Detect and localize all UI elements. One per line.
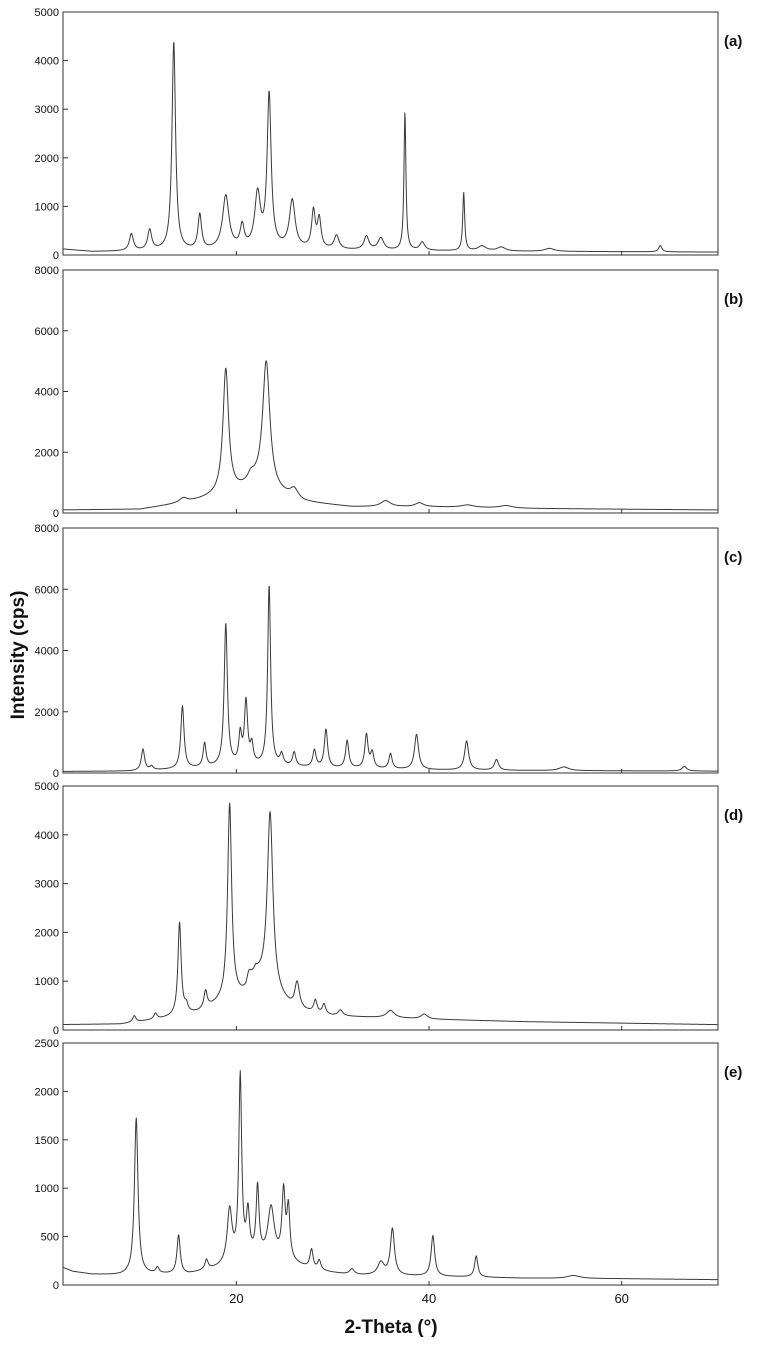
xrd-trace bbox=[62, 1070, 719, 1281]
x-axis-title: 2-Theta (°) bbox=[344, 1317, 437, 1338]
y-tick-label: 2000 bbox=[35, 153, 59, 165]
y-tick-label: 0 bbox=[53, 1280, 59, 1292]
panel-b: 0 2000 4000 6000 8000 (b) bbox=[35, 265, 744, 520]
panel-frame bbox=[62, 269, 719, 514]
y-tick-label: 1000 bbox=[35, 201, 59, 213]
y-tick-label: 2000 bbox=[35, 447, 59, 459]
x-tick-label: 60 bbox=[614, 1291, 628, 1306]
y-tick-label: 6000 bbox=[35, 584, 59, 596]
y-tick-label: 0 bbox=[53, 508, 59, 520]
panel-frame bbox=[62, 527, 719, 774]
y-tick-label: 4000 bbox=[35, 387, 59, 399]
panel-d: 0 1000 2000 3000 4000 5000 (d) bbox=[35, 781, 744, 1037]
y-tick-label: 8000 bbox=[35, 523, 59, 535]
x-axis: 20 40 60 bbox=[229, 1291, 629, 1306]
panel-label: (a) bbox=[724, 33, 742, 50]
y-tick-label: 2000 bbox=[35, 1086, 59, 1098]
x-tick-label: 20 bbox=[229, 1291, 243, 1306]
panel-label: (d) bbox=[724, 807, 743, 824]
panel-label: (c) bbox=[724, 549, 742, 566]
panel-frame bbox=[62, 11, 719, 256]
y-tick-label: 2500 bbox=[35, 1038, 59, 1050]
panel-frame bbox=[62, 785, 719, 1031]
xrd-trace bbox=[62, 585, 719, 772]
y-axis-title: Intensity (cps) bbox=[8, 591, 29, 720]
y-tick-label: 5000 bbox=[35, 7, 59, 19]
y-tick-label: 1000 bbox=[35, 1183, 59, 1195]
panel-label: (e) bbox=[724, 1064, 742, 1081]
y-tick-label: 5000 bbox=[35, 781, 59, 793]
y-tick-label: 3000 bbox=[35, 104, 59, 116]
y-tick-label: 4000 bbox=[35, 646, 59, 658]
panel-c: 0 2000 4000 6000 8000 (c) bbox=[35, 523, 743, 780]
y-tick-label: 2000 bbox=[35, 927, 59, 939]
y-tick-label: 500 bbox=[41, 1232, 59, 1244]
y-tick-label: 8000 bbox=[35, 265, 59, 277]
y-tick-label: 0 bbox=[53, 768, 59, 780]
y-tick-label: 1500 bbox=[35, 1135, 59, 1147]
panel-e: 0 500 1000 1500 2000 2500 (e) bbox=[35, 1038, 743, 1292]
xrd-trace bbox=[62, 360, 719, 511]
panel-label: (b) bbox=[724, 291, 743, 308]
panel-a: 0 1000 2000 3000 4000 5000 (a) bbox=[35, 7, 743, 262]
xrd-trace bbox=[62, 802, 719, 1026]
y-tick-label: 3000 bbox=[35, 879, 59, 891]
xrd-trace bbox=[62, 41, 719, 253]
x-tick-label: 40 bbox=[422, 1291, 436, 1306]
y-tick-label: 1000 bbox=[35, 976, 59, 988]
y-tick-label: 6000 bbox=[35, 326, 59, 338]
y-tick-label: 0 bbox=[53, 1025, 59, 1037]
y-tick-label: 4000 bbox=[35, 830, 59, 842]
y-tick-label: 2000 bbox=[35, 707, 59, 719]
panels: 010002000300040005000(a)0200040006000800… bbox=[35, 7, 744, 1292]
y-tick-label: 0 bbox=[53, 250, 59, 262]
y-tick-label: 4000 bbox=[35, 56, 59, 68]
